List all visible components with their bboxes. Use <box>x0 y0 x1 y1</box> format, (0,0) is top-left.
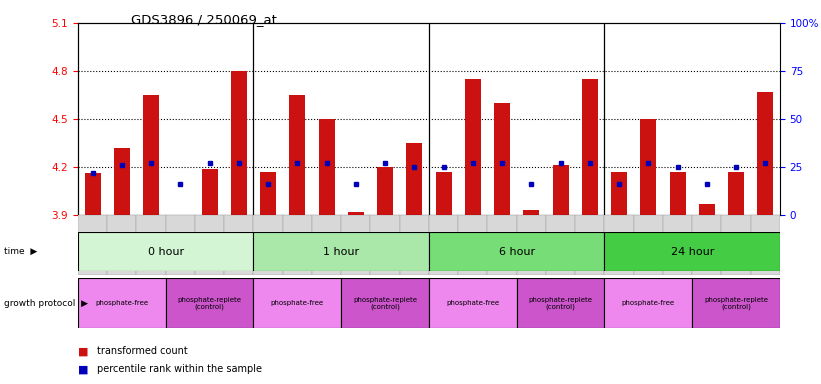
Bar <box>78 278 166 328</box>
Text: transformed count: transformed count <box>97 346 188 356</box>
Bar <box>494 103 510 215</box>
Text: GDS3896 / 250069_at: GDS3896 / 250069_at <box>131 13 277 26</box>
Bar <box>400 215 429 275</box>
Text: time  ▶: time ▶ <box>4 247 37 256</box>
Bar <box>312 215 342 275</box>
Bar <box>722 215 750 275</box>
Bar <box>342 278 429 328</box>
Bar <box>634 215 663 275</box>
Bar <box>406 143 422 215</box>
Text: phosphate-free: phosphate-free <box>447 300 499 306</box>
Text: phosphate-replete
(control): phosphate-replete (control) <box>353 296 417 310</box>
Bar <box>78 232 254 271</box>
Bar <box>289 95 305 215</box>
Bar <box>342 215 370 275</box>
Bar <box>611 172 627 215</box>
Bar <box>429 215 458 275</box>
Text: 6 hour: 6 hour <box>498 247 534 257</box>
Bar <box>202 169 218 215</box>
Bar <box>663 215 692 275</box>
Bar <box>166 215 195 275</box>
Text: phosphate-free: phosphate-free <box>95 300 149 306</box>
Bar <box>692 215 722 275</box>
Bar <box>582 79 598 215</box>
Bar <box>604 232 780 271</box>
Bar <box>195 215 224 275</box>
Bar <box>523 210 539 215</box>
Bar <box>231 71 247 215</box>
Bar <box>757 92 773 215</box>
Text: growth protocol  ▶: growth protocol ▶ <box>4 299 88 308</box>
Text: ■: ■ <box>78 364 89 374</box>
Bar <box>429 232 604 271</box>
Bar <box>377 167 393 215</box>
Bar <box>516 278 604 328</box>
Bar <box>699 204 715 215</box>
Bar <box>143 95 159 215</box>
Bar <box>750 215 780 275</box>
Bar <box>78 215 108 275</box>
Bar <box>370 215 400 275</box>
Bar <box>166 278 254 328</box>
Bar <box>488 215 516 275</box>
Bar <box>516 215 546 275</box>
Bar <box>576 215 604 275</box>
Text: 1 hour: 1 hour <box>323 247 360 257</box>
Bar <box>670 172 686 215</box>
Bar <box>254 215 282 275</box>
Bar <box>604 215 634 275</box>
Text: phosphate-replete
(control): phosphate-replete (control) <box>529 296 593 310</box>
Text: phosphate-free: phosphate-free <box>271 300 324 306</box>
Text: 0 hour: 0 hour <box>148 247 184 257</box>
Bar <box>85 174 101 215</box>
Bar <box>254 278 342 328</box>
Text: phosphate-replete
(control): phosphate-replete (control) <box>704 296 768 310</box>
Bar <box>282 215 312 275</box>
Bar <box>546 215 576 275</box>
Bar <box>254 232 429 271</box>
Bar <box>728 172 744 215</box>
Text: 24 hour: 24 hour <box>671 247 714 257</box>
Bar <box>136 215 166 275</box>
Bar <box>465 79 481 215</box>
Bar <box>640 119 656 215</box>
Bar <box>692 278 780 328</box>
Bar <box>260 172 276 215</box>
Text: phosphate-replete
(control): phosphate-replete (control) <box>177 296 241 310</box>
Bar <box>224 215 254 275</box>
Bar <box>436 172 452 215</box>
Bar <box>348 212 364 215</box>
Bar <box>458 215 488 275</box>
Bar <box>604 278 692 328</box>
Bar <box>114 148 130 215</box>
Bar <box>429 278 516 328</box>
Text: phosphate-free: phosphate-free <box>621 300 675 306</box>
Bar <box>319 119 335 215</box>
Bar <box>108 215 136 275</box>
Text: percentile rank within the sample: percentile rank within the sample <box>97 364 262 374</box>
Bar <box>553 166 569 215</box>
Text: ■: ■ <box>78 346 89 356</box>
